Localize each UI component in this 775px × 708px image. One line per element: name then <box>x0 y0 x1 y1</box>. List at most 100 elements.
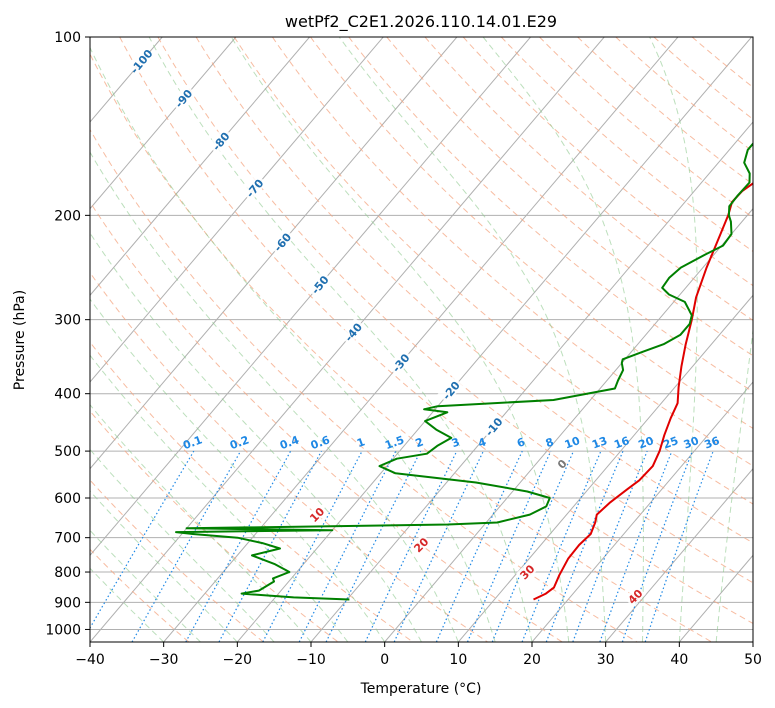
isotherm-line <box>90 37 237 210</box>
mixing-ratio-line <box>572 450 648 642</box>
y-tick-label: 1000 <box>45 622 81 638</box>
x-tick-label: 10 <box>449 652 467 668</box>
isotherm-label-bg <box>207 126 234 155</box>
mixing-ratio-label: 0.6 <box>309 433 332 452</box>
dry-adiabat-line <box>90 341 414 642</box>
moist-adiabat-line <box>90 232 422 642</box>
isotherm-line <box>605 467 753 642</box>
y-tick-label: 500 <box>54 444 81 460</box>
mixing-ratio-label: 1 <box>355 435 367 450</box>
mixing-ratio-line <box>435 450 523 642</box>
dry-adiabat-line <box>90 128 638 642</box>
isotherm-line <box>90 37 384 383</box>
isotherm-label-bg <box>169 84 196 112</box>
mixing-ratio-line <box>325 450 422 642</box>
isotherm-line <box>457 294 753 642</box>
y-tick-label: 700 <box>54 531 81 547</box>
x-tick-label: 30 <box>597 652 615 668</box>
mixing-ratio-line <box>521 450 602 642</box>
y-tick-label: 600 <box>54 491 81 507</box>
x-tick-label: 40 <box>670 652 688 668</box>
moist-adiabat-line <box>90 46 496 642</box>
plot-frame <box>89 36 754 643</box>
moist-adiabat-line <box>649 37 698 642</box>
mixing-ratio-line <box>466 450 552 642</box>
background-lines <box>90 37 753 642</box>
x-axis-title: Temperature (°C) <box>360 681 482 697</box>
isotherm-label-bg <box>437 376 464 404</box>
mixing-ratio-label: 8 <box>544 435 556 450</box>
mixing-ratio-line <box>185 450 292 642</box>
mixing-ratio-line <box>644 450 714 642</box>
mixing-ratio-label: 1.5 <box>383 433 406 452</box>
isotherm-label-bg <box>306 270 333 298</box>
x-tick-label: −40 <box>75 652 105 668</box>
dewpoint-line <box>175 142 753 601</box>
mixing-ratio-label: 0.1 <box>181 433 204 452</box>
isotherm-line <box>236 37 752 642</box>
x-tick-label: −30 <box>149 652 179 668</box>
mixing-ratio-line <box>218 450 323 642</box>
isotherm-line <box>752 641 753 642</box>
moist-adiabat-line <box>338 37 607 642</box>
isotherm-line <box>90 37 531 557</box>
x-axis-ticks: −40 −30 −20 −10 0 10 20 30 40 50 <box>75 642 762 668</box>
dry-adiabat-label-bg <box>623 585 646 608</box>
y-tick-label: 400 <box>54 387 81 403</box>
dry-adiabat-line <box>310 37 753 429</box>
dry-adiabat-line <box>195 37 753 544</box>
mixing-ratio-label: 0.4 <box>278 433 301 452</box>
mixing-ratio-line <box>545 450 624 642</box>
x-tick-label: 50 <box>744 652 762 668</box>
isotherm-label-bg <box>268 227 295 256</box>
dry-adiabat-label-bg <box>515 560 538 583</box>
mixing-ratio-label: 25 <box>661 434 680 451</box>
dry-adiabat-line <box>462 37 753 287</box>
dry-adiabat-line <box>348 37 753 393</box>
chart-title: wetPf2_C2E1.2026.110.14.01.E29 <box>285 12 557 32</box>
mixing-ratio-label: 0.2 <box>228 433 251 452</box>
temperature-line <box>533 182 753 601</box>
dry-adiabat-line <box>271 37 753 467</box>
mixing-ratio-label: 16 <box>612 434 631 452</box>
isopleth-labels: 0.1 0.2 0.4 0.6 1 1.5 2 3 4 6 8 10 13 16 20 25 30 36-100-… <box>127 47 722 608</box>
series-lines <box>175 142 753 601</box>
moist-adiabat-line <box>90 403 312 642</box>
mixing-ratio-label: 30 <box>682 434 701 452</box>
moist-adiabat-line <box>482 37 644 642</box>
mixing-ratio-label: 20 <box>637 434 656 452</box>
moist-adiabat-line <box>90 298 386 642</box>
dry-adiabat-line <box>90 479 264 642</box>
mixing-ratio-label: 36 <box>703 434 722 452</box>
dry-adiabat-line <box>233 37 753 505</box>
isotherm-line <box>384 207 753 642</box>
isotherm-label-bg <box>339 317 366 346</box>
mixing-ratio-line <box>298 450 397 642</box>
isotherm-label-bg <box>480 412 507 440</box>
mixing-ratio-label: 13 <box>590 434 609 451</box>
moist-adiabat-line <box>230 37 570 642</box>
moist-adiabat-line <box>90 354 349 642</box>
x-tick-label: −20 <box>223 652 253 668</box>
x-tick-label: 0 <box>380 652 389 668</box>
isotherm-line <box>531 381 753 642</box>
mixing-ratio-label: 4 <box>476 435 488 450</box>
isotherm-line <box>90 37 458 470</box>
y-tick-label: 200 <box>54 208 81 224</box>
y-tick-label: 300 <box>54 313 81 329</box>
x-tick-label: 20 <box>523 652 541 668</box>
mixing-ratio-label: 10 <box>563 434 582 452</box>
mixing-ratio-line <box>621 450 693 642</box>
dry-adiabat-line <box>577 37 753 185</box>
dry-adiabat-label-bg <box>409 533 432 556</box>
mixing-ratio-label: 2 <box>414 435 426 450</box>
y-axis-title: Pressure (hPa) <box>12 290 28 390</box>
y-tick-label: 900 <box>54 595 81 611</box>
isotherm-label-bg <box>127 47 154 75</box>
mixing-ratio-line <box>491 450 575 642</box>
mixing-ratio-label: 3 <box>450 435 462 450</box>
y-tick-label: 100 <box>54 30 81 46</box>
moist-adiabat-line <box>90 151 459 642</box>
x-tick-label: −10 <box>296 652 326 668</box>
